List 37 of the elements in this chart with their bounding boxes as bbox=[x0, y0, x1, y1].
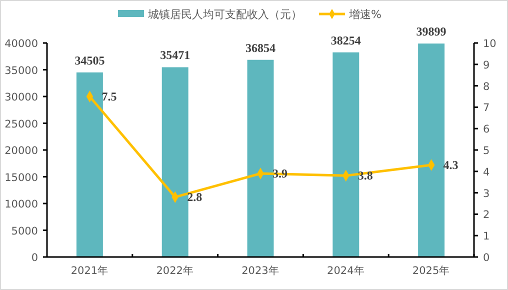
y-tick-label: 5000 bbox=[11, 225, 38, 238]
x-tick-label: 2023年 bbox=[242, 265, 280, 277]
data-label: 34505 bbox=[74, 53, 105, 68]
legend-label: 城镇居民人均可支配收入（元） bbox=[147, 8, 302, 21]
y2-tick-label: 4 bbox=[483, 166, 490, 178]
x-tick-label: 2024年 bbox=[327, 265, 365, 277]
y2-tick-label: 3 bbox=[483, 188, 490, 200]
y2-tick-label: 2 bbox=[483, 209, 490, 222]
y2-tick-label: 8 bbox=[483, 80, 490, 93]
bar bbox=[332, 52, 360, 257]
y-tick-label: 10000 bbox=[4, 198, 38, 210]
y-tick-label: 30000 bbox=[4, 92, 38, 104]
bar bbox=[247, 60, 274, 257]
y2-tick-label: 10 bbox=[483, 38, 496, 50]
y2-tick-label: 6 bbox=[483, 124, 490, 136]
data-label: 39899 bbox=[416, 24, 446, 39]
bar bbox=[76, 72, 103, 257]
x-tick-label: 2025年 bbox=[412, 265, 450, 277]
y-tick-label: 20000 bbox=[4, 145, 38, 157]
y2-tick-label: 7 bbox=[483, 102, 490, 114]
x-tick-label: 2022年 bbox=[156, 265, 194, 277]
data-label: 36854 bbox=[246, 40, 276, 55]
y2-tick-label: 0 bbox=[483, 252, 490, 264]
bar bbox=[418, 44, 445, 257]
data-label: 38254 bbox=[330, 33, 361, 48]
y-tick-label: 35000 bbox=[4, 64, 38, 77]
y-tick-label: 25000 bbox=[4, 118, 38, 130]
y2-tick-label: 5 bbox=[483, 145, 490, 157]
y2-tick-label: 1 bbox=[483, 230, 490, 243]
y-tick-label: 40000 bbox=[4, 38, 38, 50]
x-tick-label: 2021年 bbox=[70, 265, 109, 277]
legend-label: 增速% bbox=[348, 8, 382, 21]
y-tick-label: 0 bbox=[31, 252, 38, 264]
data-label: 35471 bbox=[160, 48, 190, 62]
y2-tick-label: 9 bbox=[483, 59, 490, 72]
bar bbox=[162, 67, 188, 257]
y-tick-label: 15000 bbox=[4, 172, 38, 184]
